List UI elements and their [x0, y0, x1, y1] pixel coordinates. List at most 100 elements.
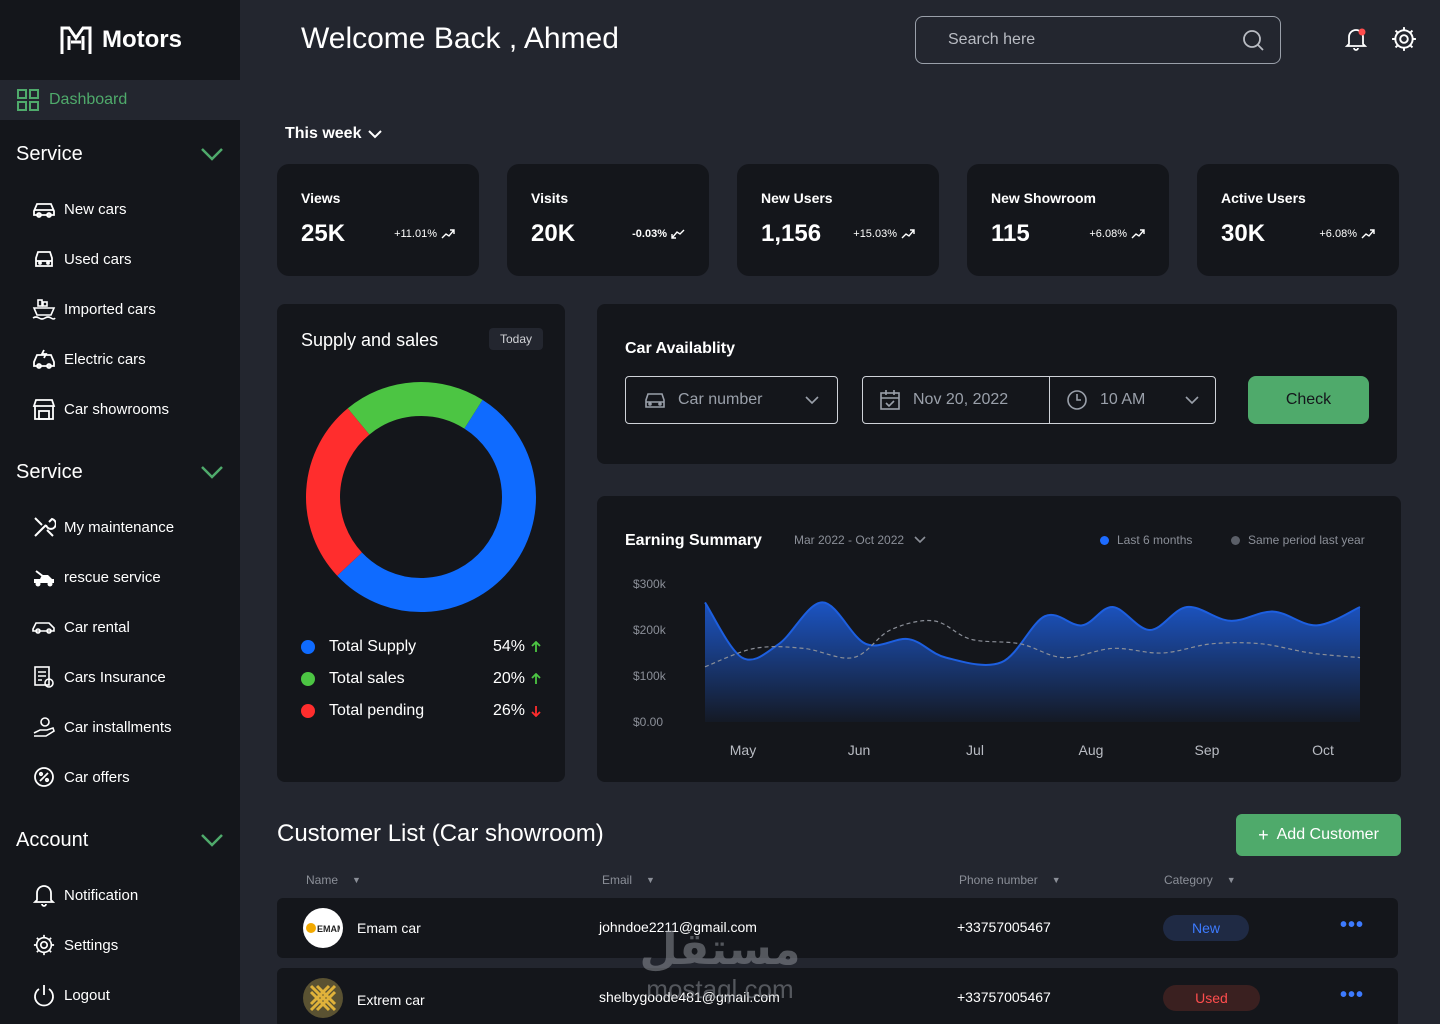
- sidebar-item-imported-cars[interactable]: Imported cars: [0, 284, 240, 334]
- avatar: EMAM: [303, 908, 343, 948]
- sort-caret-icon: ▼: [646, 875, 655, 885]
- emam-logo-icon: EMAM: [306, 923, 340, 934]
- stat-label: Active Users: [1221, 190, 1306, 206]
- time-picker[interactable]: 10 AM: [1049, 376, 1216, 424]
- search-icon[interactable]: [1242, 29, 1264, 51]
- brand-logo[interactable]: Motors: [0, 0, 240, 80]
- clock-icon: [1067, 390, 1087, 410]
- section-header-service[interactable]: Service: [0, 136, 240, 172]
- sidebar-item-label: Car offers: [64, 768, 130, 786]
- sidebar-item-label: Cars Insurance: [64, 668, 166, 686]
- sidebar-item-label: rescue service: [64, 568, 161, 586]
- chevron-down-icon: [201, 466, 223, 479]
- settings-gear-icon[interactable]: [1391, 26, 1417, 52]
- sidebar-item-car-offers[interactable]: Car offers: [0, 752, 240, 802]
- x-tick-label: Jul: [966, 742, 984, 758]
- trend-down-icon: [671, 229, 685, 239]
- column-header-name[interactable]: Name ▼: [306, 873, 361, 887]
- sidebar-item-new-cars[interactable]: New cars: [0, 184, 240, 234]
- today-badge[interactable]: Today: [489, 328, 544, 350]
- trend-up-icon: [1131, 229, 1145, 239]
- more-options-icon[interactable]: •••: [1340, 914, 1365, 936]
- section-header-account[interactable]: Account: [0, 822, 240, 858]
- section-header-service-2[interactable]: Service: [0, 454, 240, 490]
- rental-car-icon: [32, 615, 56, 639]
- offer-icon: [32, 765, 56, 789]
- sort-caret-icon: ▼: [352, 875, 361, 885]
- search-box[interactable]: [915, 16, 1281, 64]
- stat-label: Visits: [531, 190, 569, 206]
- panel-title: Supply and sales: [301, 330, 439, 350]
- panel-title: Car Availablity: [625, 340, 735, 357]
- y-tick-label: $0.00: [633, 715, 663, 729]
- car-number-select[interactable]: Car number: [625, 376, 838, 424]
- chevron-down-icon: [201, 148, 223, 161]
- sidebar-item-logout[interactable]: Logout: [0, 970, 240, 1020]
- sidebar-item-my-maintenance[interactable]: My maintenance: [0, 502, 240, 552]
- legend-label: Total sales: [329, 670, 405, 687]
- sidebar-item-label: Notification: [64, 886, 139, 904]
- add-customer-button[interactable]: + Add Customer: [1236, 814, 1401, 856]
- sidebar: Motors Dashboard Service New cars Used c…: [0, 0, 240, 1024]
- sidebar-item-used-cars[interactable]: Used cars: [0, 234, 240, 284]
- insurance-icon: [32, 665, 56, 689]
- column-label: Category: [1164, 873, 1213, 887]
- stat-value: 25K: [301, 220, 346, 247]
- sidebar-item-electric-cars[interactable]: Electric cars: [0, 334, 240, 384]
- column-header-phone[interactable]: Phone number ▼: [959, 873, 1061, 887]
- date-picker[interactable]: Nov 20, 2022: [862, 376, 1050, 424]
- section-title: Service: [16, 142, 83, 165]
- legend-dot: [301, 704, 315, 718]
- column-header-email[interactable]: Email ▼: [602, 873, 655, 887]
- sidebar-item-rescue-service[interactable]: rescue service: [0, 552, 240, 602]
- column-header-category[interactable]: Category ▼: [1164, 873, 1236, 887]
- add-customer-label: Add Customer: [1276, 826, 1379, 843]
- date-range-selector[interactable]: Mar 2022 - Oct 2022: [794, 533, 926, 547]
- sidebar-item-settings[interactable]: Settings: [0, 920, 240, 970]
- search-input[interactable]: [948, 31, 1208, 49]
- tow-truck-icon: [32, 565, 56, 589]
- table-row[interactable]: EMAM Emam car johndoe2211@gmail.com +337…: [277, 898, 1398, 958]
- column-label: Name: [306, 873, 339, 887]
- bell-icon: [32, 883, 56, 907]
- sidebar-item-car-installments[interactable]: Car installments: [0, 702, 240, 752]
- section-title: Account: [16, 828, 89, 851]
- car-front-icon: [32, 247, 56, 271]
- time-value: 10 AM: [1100, 391, 1146, 408]
- legend-total-sales: Total sales 20%: [301, 670, 541, 688]
- car-number-placeholder: Car number: [678, 391, 763, 408]
- stat-value: 20K: [531, 220, 576, 247]
- chevron-down-icon: [201, 834, 223, 847]
- more-options-icon[interactable]: •••: [1340, 984, 1365, 1006]
- table-row[interactable]: Extrem car shelbygoode481@gmail.com +337…: [277, 968, 1398, 1024]
- calendar-icon: [880, 390, 900, 410]
- trend-up-icon: [441, 229, 455, 239]
- column-label: Email: [602, 873, 633, 887]
- date-value: Nov 20, 2022: [913, 391, 1009, 408]
- date-range-label: Mar 2022 - Oct 2022: [794, 533, 905, 547]
- stat-value: 115: [991, 220, 1030, 247]
- stat-label: Views: [301, 190, 341, 206]
- customer-name: Extrem car: [357, 992, 425, 1008]
- sidebar-item-car-rental[interactable]: Car rental: [0, 602, 240, 652]
- sidebar-item-label: My maintenance: [64, 518, 175, 536]
- sidebar-item-notification[interactable]: Notification: [0, 870, 240, 920]
- ship-icon: [32, 297, 56, 321]
- motors-logo-icon: [60, 26, 92, 54]
- period-selector[interactable]: This week: [285, 125, 383, 143]
- donut-segment-total-sales: [347, 382, 483, 435]
- notification-bell-icon[interactable]: [1343, 26, 1369, 52]
- sidebar-item-dashboard[interactable]: Dashboard: [0, 80, 240, 120]
- sidebar-item-cars-insurance[interactable]: Cars Insurance: [0, 652, 240, 702]
- sidebar-item-car-showrooms[interactable]: Car showrooms: [0, 384, 240, 434]
- stat-label: New Showroom: [991, 190, 1097, 206]
- panel-title: Earning Summary: [625, 532, 762, 549]
- x-tick-label: May: [730, 742, 756, 758]
- check-button[interactable]: Check: [1248, 376, 1369, 424]
- legend-dot: [1231, 535, 1240, 545]
- stat-card-visits: Visits 20K -0.03%: [507, 164, 709, 276]
- chevron-down-icon: [1185, 396, 1199, 404]
- svg-text:EMAM: EMAM: [317, 924, 340, 934]
- sidebar-item-label: Imported cars: [64, 300, 156, 318]
- stat-change: +6.08%: [1089, 228, 1127, 240]
